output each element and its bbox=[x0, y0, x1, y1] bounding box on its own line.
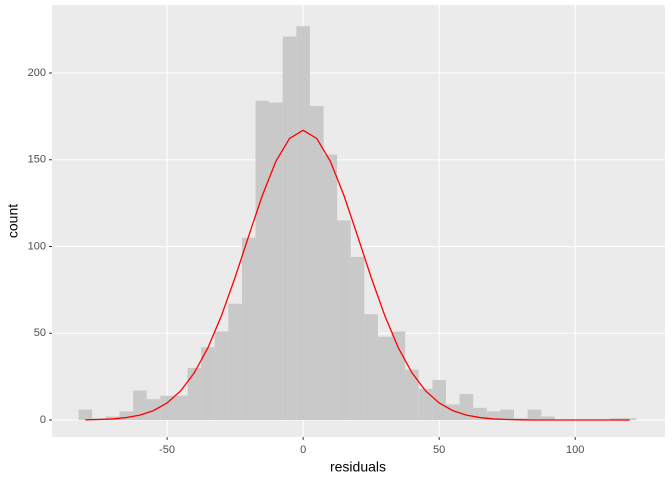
bar bbox=[432, 380, 446, 420]
x-tick-label: 100 bbox=[566, 444, 584, 456]
bar bbox=[309, 105, 324, 420]
bar bbox=[282, 36, 297, 420]
fit-curve bbox=[85, 129, 630, 421]
y-tick-label: 50 bbox=[34, 327, 46, 339]
bar bbox=[119, 411, 134, 420]
bar bbox=[78, 409, 93, 420]
bar bbox=[405, 369, 419, 420]
bar bbox=[377, 336, 392, 420]
y-tick-label: 0 bbox=[40, 414, 46, 426]
bar bbox=[350, 256, 365, 420]
bar bbox=[228, 303, 242, 420]
bar bbox=[513, 418, 528, 420]
bar bbox=[241, 237, 256, 420]
bar bbox=[500, 409, 514, 420]
bar bbox=[337, 220, 351, 420]
bar bbox=[609, 418, 623, 420]
bar bbox=[214, 331, 229, 420]
x-tick-label: 50 bbox=[433, 444, 445, 456]
bar bbox=[201, 347, 215, 420]
y-axis-title: count bbox=[5, 204, 21, 238]
bar bbox=[173, 395, 188, 420]
bar bbox=[187, 367, 202, 420]
bar bbox=[323, 154, 338, 420]
y-tick-label: 150 bbox=[28, 154, 46, 166]
bar bbox=[527, 409, 542, 420]
x-tick-label: -50 bbox=[159, 444, 175, 456]
bar bbox=[622, 418, 637, 420]
bar bbox=[418, 388, 433, 420]
bar bbox=[133, 390, 147, 420]
bar bbox=[146, 399, 161, 420]
bar bbox=[160, 395, 174, 420]
bar bbox=[269, 102, 283, 420]
x-axis-title: residuals bbox=[330, 459, 386, 475]
y-tick-label: 200 bbox=[28, 67, 46, 79]
bar bbox=[391, 331, 406, 420]
bar bbox=[255, 100, 270, 420]
y-tick-label: 100 bbox=[28, 240, 46, 252]
bar bbox=[296, 26, 310, 420]
bar bbox=[541, 416, 555, 420]
bar bbox=[105, 416, 120, 420]
bar bbox=[486, 411, 501, 420]
bar bbox=[364, 314, 378, 420]
x-tick-label: 0 bbox=[300, 444, 306, 456]
